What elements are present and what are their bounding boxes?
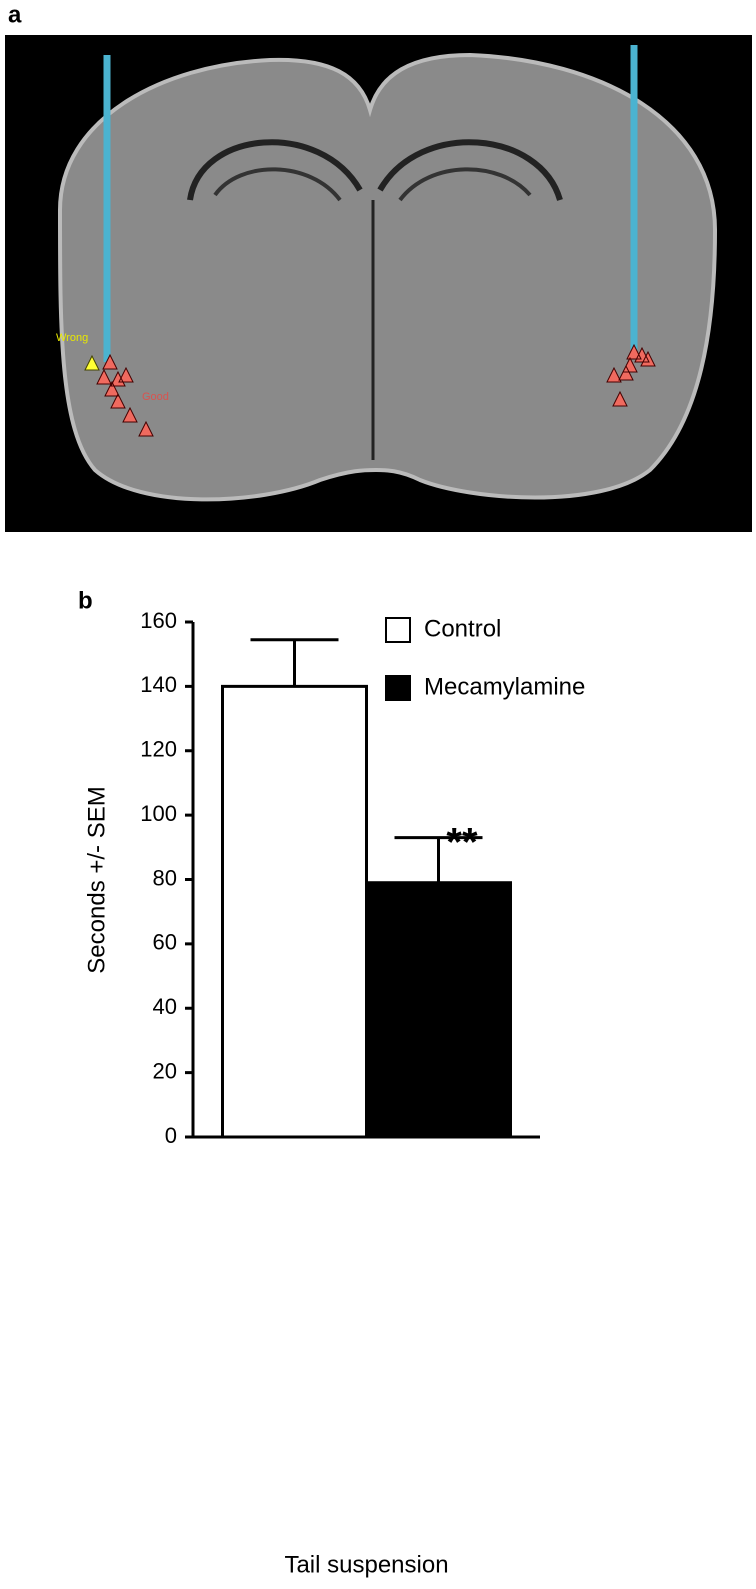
- y-tick-label: 80: [153, 865, 177, 890]
- y-tick-label: 0: [165, 1123, 177, 1148]
- legend-label: Mecamylamine: [424, 673, 585, 700]
- hippocampus-inner: [213, 167, 532, 202]
- legend-label: Control: [424, 615, 501, 642]
- wrong-marker: [84, 354, 100, 371]
- brain-section: [57, 52, 718, 502]
- y-tick-label: 120: [140, 737, 177, 762]
- y-tick-label: 40: [153, 994, 177, 1019]
- y-tick-label: 20: [153, 1058, 177, 1083]
- hippocampus: [187, 139, 563, 201]
- placement-markers: [96, 343, 656, 437]
- bar: [365, 881, 512, 1139]
- y-tick-label: 140: [140, 672, 177, 697]
- y-axis-label: Seconds +/- SEM: [83, 786, 110, 973]
- annotation: Wrong: [56, 332, 88, 344]
- y-tick-label: 100: [140, 801, 177, 826]
- legend-swatch: [385, 617, 411, 643]
- legend-swatch: [385, 675, 411, 701]
- y-tick-label: 60: [153, 930, 177, 955]
- y-tick-label: 160: [140, 608, 177, 633]
- panel-label: a: [8, 1, 22, 28]
- significance: **: [446, 821, 478, 865]
- x-tick-label: Tail suspension: [284, 1551, 448, 1578]
- bar: [221, 684, 368, 1139]
- panel-label: b: [78, 587, 93, 614]
- annotation: Good: [142, 391, 169, 403]
